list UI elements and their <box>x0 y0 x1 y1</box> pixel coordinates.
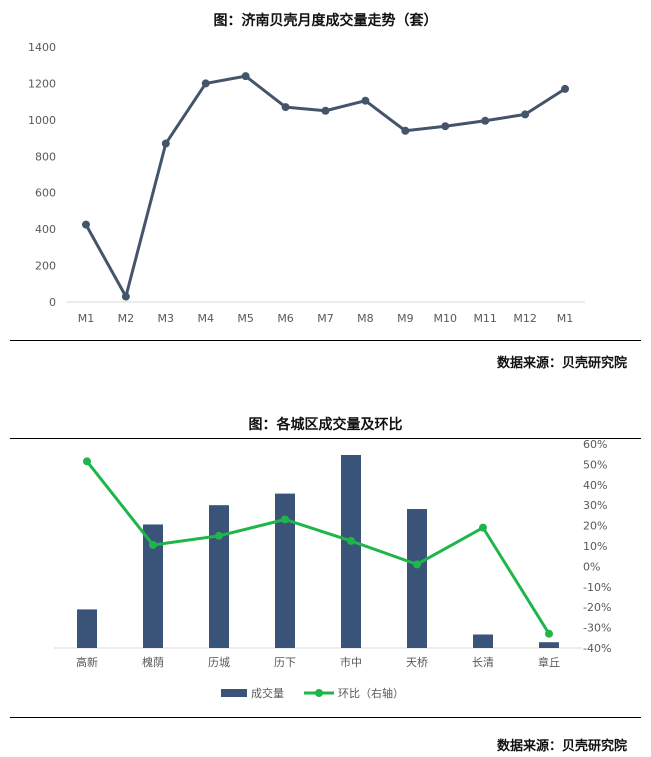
chart1-bottom-rule <box>10 340 641 341</box>
y-tick-label: 600 <box>35 187 56 200</box>
x-tick-label: 历下 <box>274 656 296 669</box>
chart2-top-rule <box>10 438 641 439</box>
data-point <box>479 523 487 532</box>
data-point <box>241 72 250 81</box>
x-tick-label: M2 <box>118 312 135 325</box>
y-tick-label: 0 <box>49 296 56 309</box>
chart2-bottom-rule <box>10 717 641 718</box>
bar <box>77 609 97 648</box>
y2-tick-label: 30% <box>583 499 607 512</box>
line-chart-monthly: 0 200 400 600 800 1000 1200 1400 M1 M2 M3 M4 M5 M6 M7 M… <box>28 41 585 325</box>
x-tick-label: 天桥 <box>406 656 428 669</box>
x-tick-label: 市中 <box>340 655 362 669</box>
bar-line-chart-districts: 60% 50% 40% 30% 20% 10% 0% -10% -20% -30% -40% 高新 槐荫… <box>54 438 611 700</box>
legend-label-line: 环比（右轴） <box>338 686 404 700</box>
x-tick-label: M5 <box>237 312 254 325</box>
data-point <box>121 292 130 301</box>
x-tick-label: M9 <box>397 312 414 325</box>
data-point <box>161 139 170 148</box>
chart2-source: 数据来源：贝壳研究院 <box>496 739 627 754</box>
y2-tick-label: 10% <box>583 540 607 553</box>
y2-tick-label: -30% <box>583 622 611 635</box>
chart2-title: 图：各城区成交量及环比 <box>248 417 403 433</box>
y-tick-label: 800 <box>35 150 56 163</box>
x-tick-label: 历城 <box>208 656 230 669</box>
x-tick-label: M6 <box>277 312 294 325</box>
chart1-source: 数据来源：贝壳研究院 <box>496 356 627 371</box>
y-tick-label: 1200 <box>28 77 56 90</box>
bar <box>407 509 427 648</box>
data-point <box>361 96 370 105</box>
y-tick-label: 1000 <box>28 114 56 127</box>
data-point <box>401 126 410 135</box>
y2-tick-label: 50% <box>583 458 607 471</box>
data-point <box>413 560 421 569</box>
y2-tick-label: 60% <box>583 438 607 451</box>
data-point <box>561 84 570 93</box>
y-tick-label: 400 <box>35 223 56 236</box>
legend-label-bar: 成交量 <box>251 686 284 700</box>
data-point <box>441 122 450 131</box>
x-tick-label: 高新 <box>76 655 98 669</box>
x-tick-label: M1 <box>557 312 574 325</box>
data-point <box>545 629 553 638</box>
data-point <box>321 106 330 115</box>
data-point <box>81 220 90 229</box>
legend-swatch-bar <box>221 689 247 697</box>
y2-tick-label: 20% <box>583 520 607 533</box>
data-point <box>521 110 530 119</box>
x-tick-label: M7 <box>317 312 334 325</box>
data-point <box>347 536 355 545</box>
data-point <box>83 457 91 466</box>
bar <box>473 634 493 648</box>
bar <box>209 505 229 648</box>
x-tick-label: M12 <box>513 312 537 325</box>
x-tick-label: M1 <box>78 312 95 325</box>
bar <box>341 455 361 648</box>
data-point <box>201 79 210 88</box>
bar <box>275 493 295 648</box>
x-tick-label: M8 <box>357 312 374 325</box>
y2-tick-label: 0% <box>583 560 600 573</box>
data-point <box>281 103 290 112</box>
data-point <box>149 540 157 549</box>
y2-tick-label: -20% <box>583 601 611 614</box>
bar <box>143 524 163 648</box>
data-point <box>215 531 223 540</box>
x-tick-label: M4 <box>197 312 214 325</box>
x-tick-label: 长清 <box>472 656 494 669</box>
y-tick-label: 200 <box>35 260 56 273</box>
x-tick-label: M3 <box>158 312 175 325</box>
y2-tick-label: -40% <box>583 642 611 655</box>
bar <box>539 642 559 648</box>
y2-tick-label: 40% <box>583 479 607 492</box>
chart1-title: 图：济南贝壳月度成交量走势（套） <box>213 13 438 29</box>
x-tick-label: M11 <box>473 312 497 325</box>
y2-tick-label: -10% <box>583 581 611 594</box>
data-point <box>281 515 289 524</box>
x-tick-label: M10 <box>434 312 458 325</box>
x-tick-label: 槐荫 <box>142 655 164 669</box>
y-tick-label: 1400 <box>28 41 56 54</box>
legend-swatch-marker <box>315 689 323 697</box>
data-point <box>481 116 490 125</box>
series-line <box>85 460 551 635</box>
x-tick-label: 章丘 <box>538 655 560 669</box>
